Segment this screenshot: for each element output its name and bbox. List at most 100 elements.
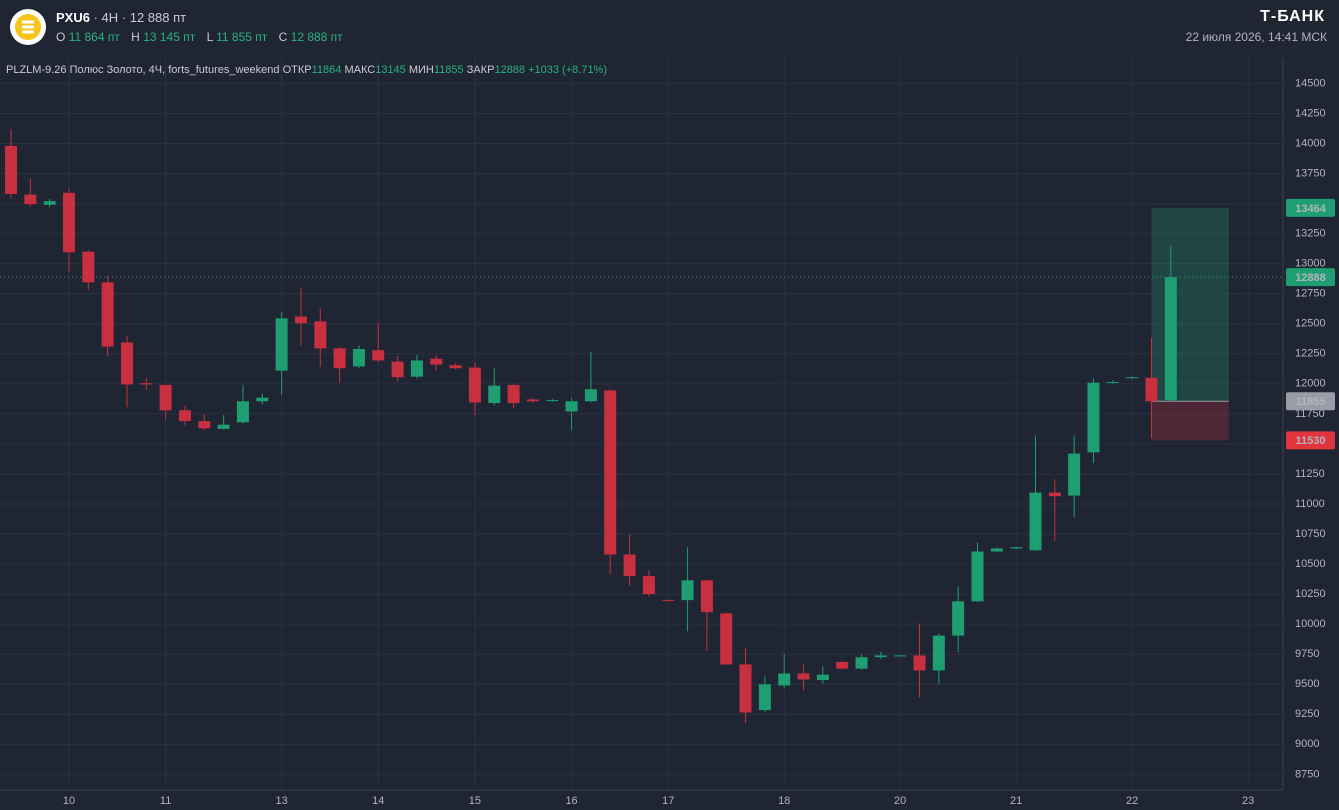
legend-value: 11864 xyxy=(311,64,342,76)
candle-body xyxy=(1126,377,1139,379)
candle-body xyxy=(739,664,752,713)
x-tick-label: 22 xyxy=(1126,795,1138,807)
candle-body xyxy=(62,192,75,253)
y-tick-label: 11250 xyxy=(1295,468,1325,480)
price-badge-label: 11530 xyxy=(1296,435,1326,447)
x-tick-label: 21 xyxy=(1010,795,1022,807)
candle-body xyxy=(120,342,133,385)
candle-body xyxy=(43,201,56,205)
symbol-line: PXU6 · 4H · 12 888 пт xyxy=(56,10,187,25)
y-tick-label: 11000 xyxy=(1295,498,1325,510)
y-tick-label: 8750 xyxy=(1295,768,1319,780)
y-tick-label: 13250 xyxy=(1295,228,1326,240)
ohlc-label: H xyxy=(131,30,140,44)
x-tick-label: 16 xyxy=(565,795,577,807)
candle-body xyxy=(662,600,675,602)
candle-body xyxy=(565,401,578,412)
y-tick-label: 9500 xyxy=(1295,678,1319,690)
candle-body xyxy=(526,399,539,402)
candle-body xyxy=(778,673,791,686)
legend-label: МИН xyxy=(408,64,434,76)
candle-body xyxy=(275,318,288,371)
price: 12 888 пт xyxy=(129,10,187,25)
candle-body xyxy=(101,282,114,347)
candle-body xyxy=(449,365,462,369)
y-tick-label: 10000 xyxy=(1295,618,1326,630)
candle-body xyxy=(584,389,597,402)
change: +1033 (+8.71%) xyxy=(528,64,607,76)
candle-body xyxy=(1145,377,1158,402)
candle-body xyxy=(932,635,945,671)
brand: Т-БАНК xyxy=(1260,8,1325,25)
symbol[interactable]: PXU6 xyxy=(56,10,90,25)
candle-body xyxy=(5,145,17,194)
candle-body xyxy=(430,358,443,365)
y-tick-label: 13750 xyxy=(1295,167,1326,179)
stop-zone xyxy=(1151,401,1229,441)
candle-body xyxy=(1029,492,1042,551)
candle-body xyxy=(1087,382,1100,453)
candle-body xyxy=(874,655,887,658)
legend-value: 11855 xyxy=(433,64,464,76)
x-tick-label: 10 xyxy=(63,795,75,807)
price-badge xyxy=(1286,268,1335,287)
legend-value: 12888 xyxy=(494,64,526,76)
legend-value: 13145 xyxy=(375,64,406,76)
candle-body xyxy=(1106,382,1119,384)
ohlc-value: 12 888 пт xyxy=(290,30,343,44)
ohlc: O 11 864 пт H 13 145 пт L 11 855 пт C 12… xyxy=(56,30,351,44)
x-tick-label: 14 xyxy=(372,795,384,807)
y-tick-label: 9000 xyxy=(1295,738,1319,750)
ohlc-label: L xyxy=(206,30,213,44)
ohlc-label: O xyxy=(56,30,66,44)
y-tick-label: 12250 xyxy=(1295,348,1326,360)
candle-body xyxy=(758,684,771,711)
ohlc-value: 11 855 пт xyxy=(216,30,268,44)
y-tick-label: 9750 xyxy=(1295,648,1319,660)
candle-body xyxy=(24,194,37,205)
candle-body xyxy=(256,397,269,402)
candle-body xyxy=(236,401,249,423)
candle-body xyxy=(952,601,965,636)
x-tick-label: 17 xyxy=(662,795,674,807)
candle-body xyxy=(546,400,559,402)
candle-body xyxy=(314,321,327,349)
candle-body xyxy=(913,655,926,671)
x-tick-label: 11 xyxy=(160,795,171,807)
candle-body xyxy=(1010,547,1023,549)
candle-body xyxy=(681,580,694,601)
candle-body xyxy=(971,551,984,602)
price-badge xyxy=(1286,198,1335,217)
candle-body xyxy=(352,348,365,367)
candle-body xyxy=(198,421,211,429)
candle-body xyxy=(82,251,95,283)
candle-body xyxy=(1048,492,1061,497)
ohlc-value: 11 864 пт xyxy=(68,30,120,44)
price-badge xyxy=(1286,431,1335,450)
legend-label: МАКС xyxy=(344,64,376,76)
candle-body xyxy=(372,350,385,361)
y-tick-label: 9250 xyxy=(1295,708,1319,720)
y-tick-label: 12750 xyxy=(1295,288,1326,300)
header: PXU6 · 4H · 12 888 пт O 11 864 пт H 13 1… xyxy=(0,0,1339,58)
y-tick-label: 10500 xyxy=(1295,558,1326,570)
y-tick-label: 11750 xyxy=(1295,408,1325,420)
candle-body xyxy=(333,348,346,369)
candle-body xyxy=(720,613,733,665)
candle-body xyxy=(623,554,636,577)
y-tick-label: 12500 xyxy=(1295,318,1326,330)
candle-body xyxy=(816,674,829,681)
candle-body xyxy=(507,385,520,404)
candle-body xyxy=(836,662,849,669)
interval[interactable]: 4H xyxy=(101,10,119,25)
y-tick-label: 14250 xyxy=(1295,107,1326,119)
candle-body xyxy=(468,367,481,403)
price-badge-label: 13464 xyxy=(1295,203,1326,215)
y-tick-label: 14500 xyxy=(1295,77,1326,89)
price-badge-label: 11855 xyxy=(1296,396,1326,408)
indicator-legend: PLZLM-9.26 Полюс Золото, 4Ч, forts_futur… xyxy=(6,64,607,76)
ohlc-value: 13 145 пт xyxy=(143,30,196,44)
candle-body xyxy=(294,316,307,324)
